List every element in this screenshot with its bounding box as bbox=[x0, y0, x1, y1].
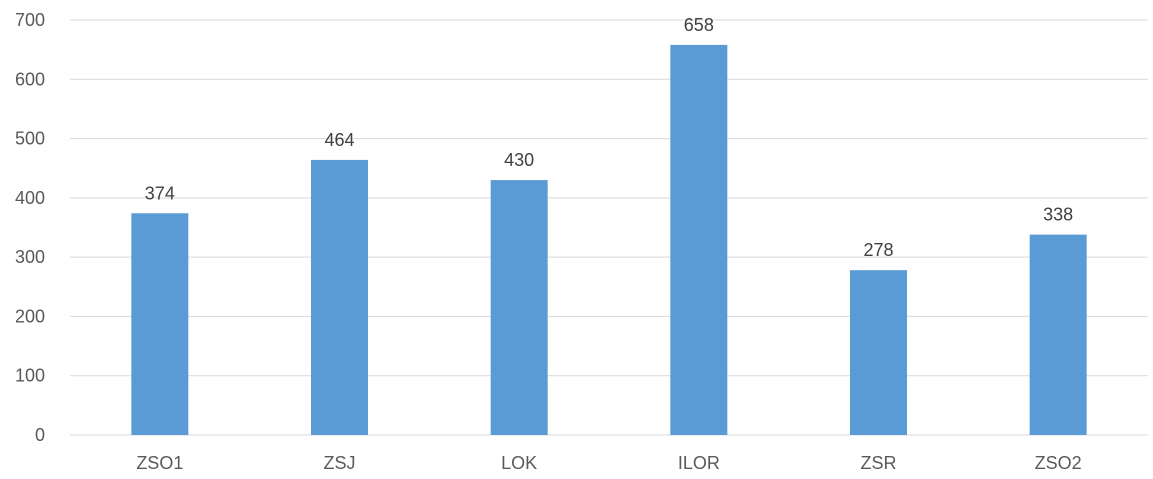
y-tick-label: 500 bbox=[15, 129, 45, 149]
data-label-ilor: 658 bbox=[684, 15, 714, 35]
data-label-zso2: 338 bbox=[1043, 205, 1073, 225]
bar-lok bbox=[490, 180, 548, 435]
x-tick-label-zsr: ZSR bbox=[861, 453, 897, 473]
data-label-lok: 430 bbox=[504, 150, 534, 170]
bar-zsj bbox=[311, 159, 368, 435]
bar-zsr bbox=[850, 270, 907, 435]
y-tick-label: 100 bbox=[15, 366, 45, 386]
x-tick-label-zso1: ZSO1 bbox=[136, 453, 183, 473]
y-tick-label: 700 bbox=[15, 10, 45, 30]
data-label-zso1: 374 bbox=[145, 183, 175, 203]
data-label-zsr: 278 bbox=[863, 240, 893, 260]
bar-zso1 bbox=[131, 213, 189, 435]
y-tick-label: 600 bbox=[15, 69, 45, 89]
data-label-zsj: 464 bbox=[324, 130, 354, 150]
y-tick-label: 0 bbox=[35, 425, 45, 445]
data-labels: 374 464 430 658 278 338 bbox=[145, 15, 1073, 260]
bar-zso2 bbox=[1029, 234, 1087, 435]
gridlines bbox=[70, 19, 1148, 436]
bar-ilor bbox=[670, 44, 728, 436]
y-tick-label: 300 bbox=[15, 247, 45, 267]
x-tick-label-ilor: ILOR bbox=[678, 453, 720, 473]
y-tick-label: 400 bbox=[15, 188, 45, 208]
x-axis-ticks: ZSO1 ZSJ LOK ILOR ZSR ZSO2 bbox=[136, 453, 1081, 473]
x-tick-label-zso2: ZSO2 bbox=[1035, 453, 1082, 473]
x-tick-label-zsj: ZSJ bbox=[323, 453, 355, 473]
x-tick-label-lok: LOK bbox=[501, 453, 537, 473]
y-axis-ticks: 0 100 200 300 400 500 600 700 bbox=[15, 10, 45, 445]
bars bbox=[131, 44, 1087, 436]
y-tick-label: 200 bbox=[15, 306, 45, 326]
